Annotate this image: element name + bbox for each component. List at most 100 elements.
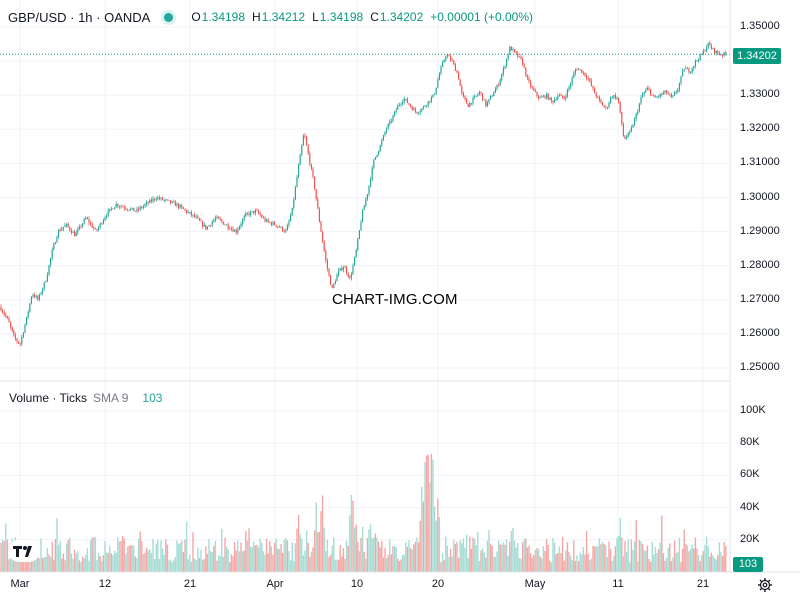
candle-body: [616, 97, 618, 99]
volume-bar: [614, 546, 617, 572]
volume-bar: [512, 528, 514, 572]
volume-bar: [609, 548, 612, 572]
volume-bar: [177, 543, 180, 572]
volume-bar: [105, 552, 108, 572]
candle-body: [462, 93, 464, 97]
volume-bar: [701, 555, 703, 572]
volume-tick-label: 60K: [740, 468, 760, 481]
candle-body: [38, 294, 40, 300]
candle-body: [523, 64, 525, 68]
volume-bar: [605, 545, 607, 572]
candle-body: [533, 87, 535, 91]
candle-body: [344, 267, 346, 268]
volume-bar: [709, 556, 711, 572]
candle-body: [115, 203, 117, 208]
candle-body: [485, 99, 487, 107]
volume-legend[interactable]: Volume · Ticks SMA 9 103: [9, 391, 162, 405]
candle-body: [134, 211, 136, 212]
candle-body: [126, 209, 128, 210]
candle-body: [122, 206, 124, 208]
tradingview-logo-icon[interactable]: [8, 540, 40, 562]
volume-bar: [1, 539, 4, 572]
candle-body: [637, 111, 639, 114]
volume-bar: [29, 552, 31, 572]
open-label: O: [191, 10, 201, 24]
settings-gear-icon[interactable]: [757, 577, 773, 593]
candle-body: [259, 213, 261, 216]
volume-bar: [269, 541, 271, 572]
candle-body: [606, 107, 608, 108]
candle-body: [90, 222, 92, 224]
volume-bar: [501, 544, 503, 572]
candle-body: [445, 56, 447, 60]
volume-bar: [352, 500, 354, 572]
candle-body: [496, 85, 498, 90]
candle-body: [640, 97, 642, 104]
volume-bar: [158, 558, 161, 572]
volume-bar: [168, 560, 170, 572]
candle-body: [589, 78, 591, 81]
price-tick-label: 1.26000: [740, 326, 780, 339]
volume-bar: [126, 546, 129, 572]
volume-bar: [139, 531, 141, 572]
volume-bar: [721, 555, 724, 572]
volume-bar: [408, 540, 410, 572]
candle-body: [410, 104, 412, 107]
volume-bar: [283, 539, 285, 572]
candle-body: [136, 208, 138, 212]
volume-bar: [296, 528, 298, 572]
candle-body: [181, 205, 183, 208]
candle-body: [99, 223, 101, 228]
candle-body: [13, 330, 15, 336]
volume-bar: [198, 558, 201, 572]
symbol-title[interactable]: GBP/USD · 1h · OANDA: [8, 9, 151, 25]
candle-body: [282, 226, 284, 231]
candle-body: [102, 220, 104, 224]
candle-body: [720, 54, 722, 56]
candle-body: [296, 176, 298, 188]
volume-bar: [373, 537, 375, 572]
volume-bar: [37, 551, 39, 572]
volume-bar: [289, 560, 292, 572]
volume-bar: [485, 557, 487, 572]
candle-body: [501, 74, 503, 80]
candle-body: [58, 230, 60, 238]
volume-bar: [723, 541, 725, 572]
volume-bar: [571, 560, 573, 572]
volume-bar: [533, 554, 535, 572]
candle-body: [491, 96, 493, 97]
volume-bar: [675, 553, 677, 572]
candle-body: [531, 86, 533, 88]
candle-body: [642, 94, 644, 98]
volume-bar: [480, 550, 482, 572]
candle-body: [688, 68, 690, 73]
candle-body: [61, 228, 63, 231]
candle-body: [331, 285, 333, 288]
candle-body: [226, 224, 228, 226]
volume-bar: [128, 545, 130, 572]
volume-bar: [413, 544, 415, 572]
candle-body: [306, 136, 308, 146]
volume-bar: [411, 549, 413, 572]
candle-body: [558, 95, 560, 96]
candle-body: [504, 66, 506, 69]
volume-bar: [171, 562, 173, 572]
candle-body: [699, 54, 701, 60]
candle-body: [528, 77, 530, 82]
volume-bar: [45, 556, 47, 572]
candle-body: [158, 197, 160, 199]
close-value: 1.34202: [379, 10, 424, 24]
volume-bar: [387, 555, 389, 572]
candle-body: [221, 219, 223, 222]
candle-body: [114, 207, 116, 210]
volume-bar: [638, 539, 641, 572]
candle-body: [571, 77, 573, 84]
candle-body: [374, 156, 376, 160]
candle-body: [552, 100, 554, 103]
volume-bar: [406, 546, 409, 572]
volume-bar: [504, 544, 506, 572]
candle-body: [411, 106, 413, 110]
volume-bar: [336, 559, 338, 572]
volume-bar: [3, 541, 5, 572]
